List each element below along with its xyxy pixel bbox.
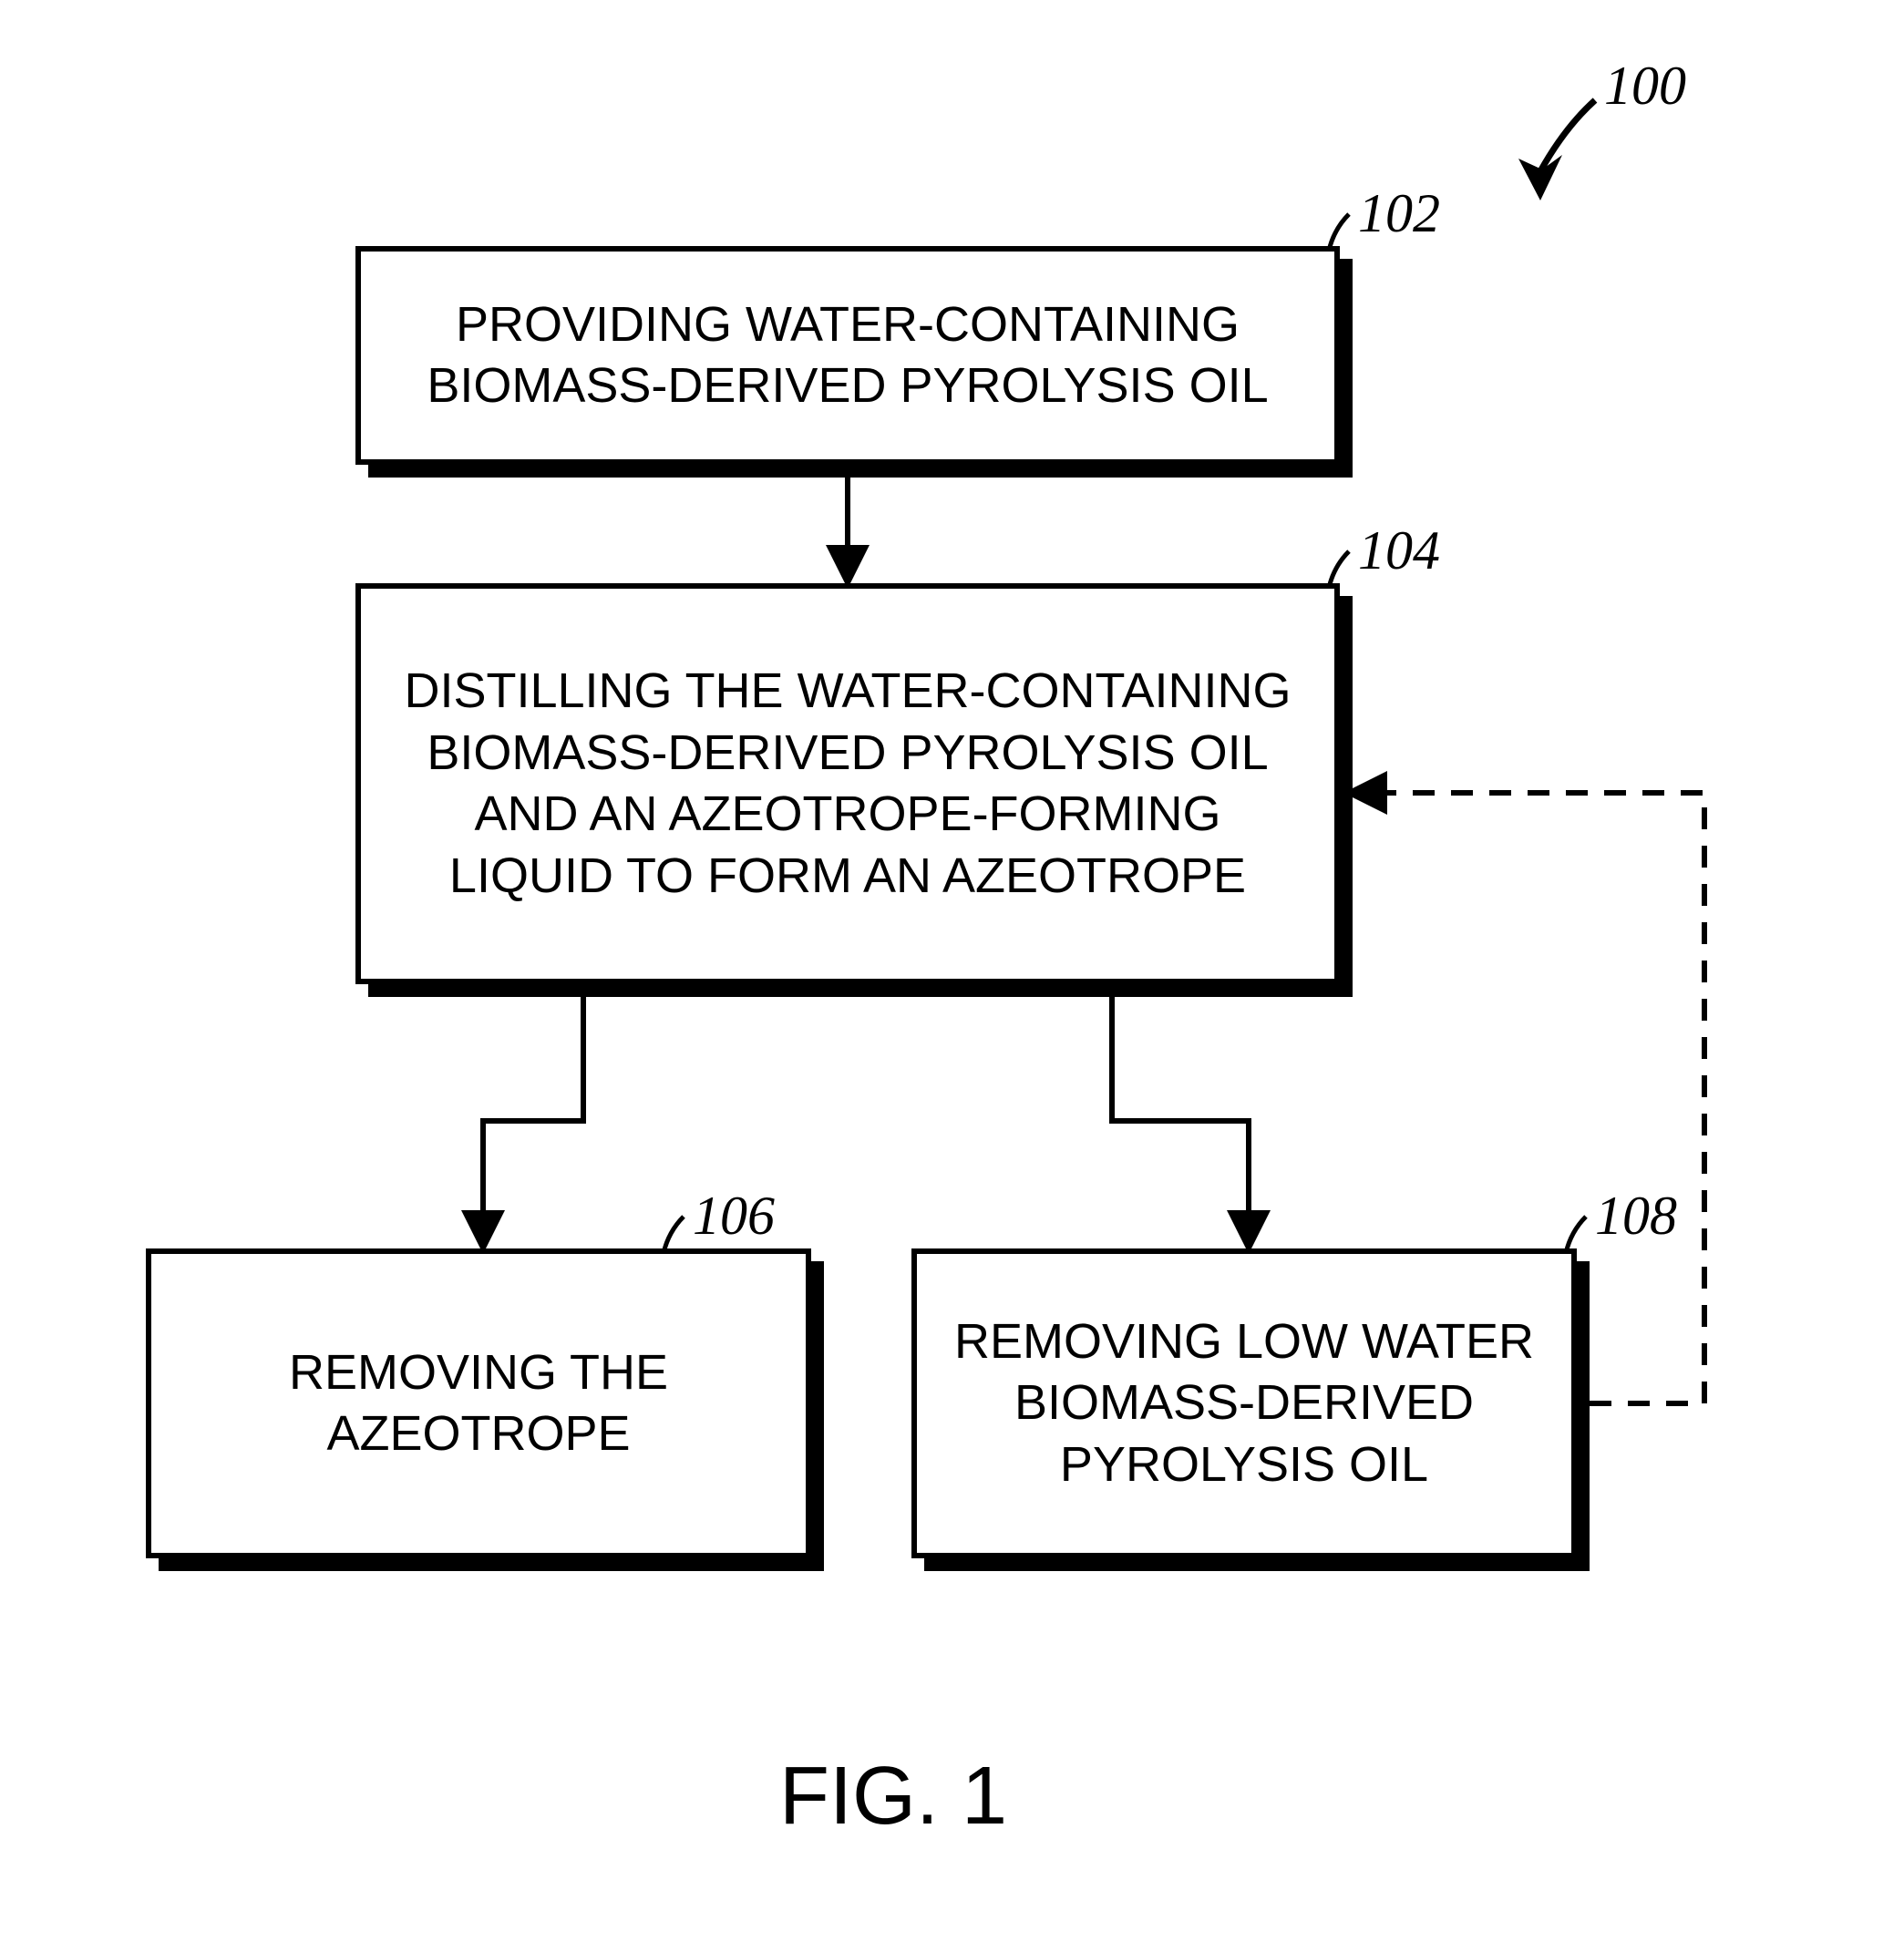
ref-104: 104	[1358, 519, 1440, 582]
box-102: PROVIDING WATER-CONTAINING BIOMASS-DERIV…	[355, 246, 1340, 465]
box-104-text: DISTILLING THE WATER-CONTAINING BIOMASS-…	[397, 661, 1298, 907]
box-106: REMOVING THE AZEOTROPE	[146, 1248, 811, 1558]
ref-106: 106	[693, 1185, 775, 1248]
ref-102-hook	[1329, 214, 1349, 251]
box-108-text: REMOVING LOW WATER BIOMASS-DERIVED PYROL…	[953, 1311, 1535, 1496]
ref-108-hook	[1566, 1217, 1586, 1253]
box-108: REMOVING LOW WATER BIOMASS-DERIVED PYROL…	[911, 1248, 1577, 1558]
ref-108: 108	[1595, 1185, 1677, 1248]
ref-100-arrow	[1540, 100, 1595, 171]
arrow-104-to-108	[1112, 984, 1249, 1243]
box-102-text: PROVIDING WATER-CONTAINING BIOMASS-DERIV…	[397, 294, 1298, 417]
ref-100: 100	[1604, 55, 1686, 118]
box-106-text: REMOVING THE AZEOTROPE	[188, 1342, 769, 1465]
ref-106-hook	[664, 1217, 684, 1253]
ref-102: 102	[1358, 182, 1440, 245]
arrow-104-to-106	[483, 984, 583, 1243]
figure-label: FIG. 1	[779, 1750, 1007, 1844]
ref-104-hook	[1329, 551, 1349, 588]
ref-100-arrowhead	[1518, 155, 1562, 200]
box-104: DISTILLING THE WATER-CONTAINING BIOMASS-…	[355, 583, 1340, 984]
